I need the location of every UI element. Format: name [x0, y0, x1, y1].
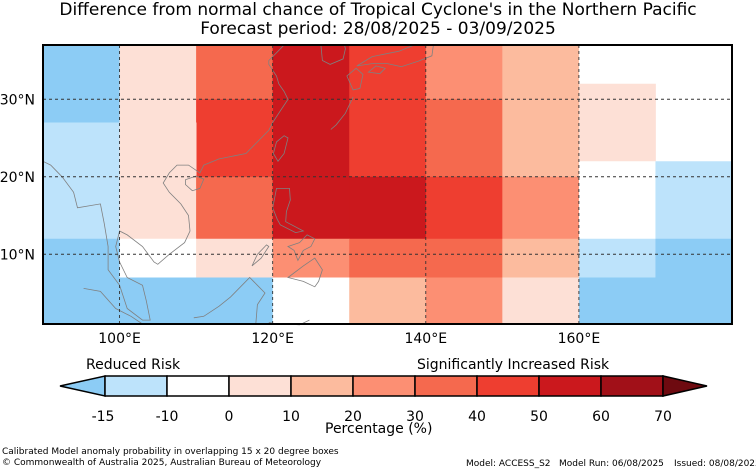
anomaly-cells: [43, 45, 733, 325]
anomaly-cell: [425, 176, 503, 240]
anomaly-cell: [119, 122, 197, 240]
footer-line-1: Calibrated Model anomaly probability in …: [2, 447, 339, 457]
coast-kyushu: [346, 67, 364, 91]
colorbar-axis-label: Percentage (%): [325, 421, 433, 437]
anomaly-cell: [655, 238, 733, 325]
colorbar-segment: [476, 375, 540, 397]
colorbar-tick-label: 20: [344, 409, 362, 425]
colorbar-tick-label: 60: [592, 409, 610, 425]
coast-mainland-asia: [42, 44, 289, 321]
anomaly-cell: [425, 45, 503, 100]
colorbar: -15 -10 0 10 20 30 40 50 60 70: [59, 375, 708, 425]
coast-shikoku: [367, 65, 386, 75]
colorbar-segment: [352, 375, 416, 397]
colorbar-over-arrow: [662, 375, 708, 397]
lon-tick-label: 140°E: [404, 331, 447, 347]
anomaly-cell: [578, 238, 656, 278]
coastline: [42, 44, 434, 326]
anomaly-cell: [349, 176, 427, 240]
colorbar-segment: [228, 375, 292, 397]
anomaly-cell: [578, 277, 656, 325]
coast-palawan: [251, 244, 270, 267]
colorbar-tick-label: 40: [468, 409, 486, 425]
colorbar-segment: [538, 375, 602, 397]
anomaly-cell: [349, 238, 427, 278]
anomaly-cell: [578, 83, 656, 162]
increased-risk-label: Significantly Increased Risk: [417, 357, 610, 373]
colorbar-tick-label: 0: [225, 409, 234, 425]
reduced-risk-label: Reduced Risk: [86, 357, 181, 373]
anomaly-cell: [119, 45, 197, 123]
lat-tick-label: 10°N: [0, 247, 35, 263]
anomaly-cell: [349, 277, 427, 325]
anomaly-cell: [578, 45, 733, 85]
anomaly-cell: [349, 99, 427, 178]
colorbar-tick-label: -10: [156, 409, 179, 425]
lat-tick-label: 30°N: [0, 92, 35, 108]
anomaly-cell: [43, 122, 120, 240]
anomaly-cell: [196, 99, 274, 178]
coast-hainan: [185, 175, 205, 192]
anomaly-cell: [502, 238, 580, 278]
anomaly-cell: [425, 99, 503, 178]
colorbar-segment: [166, 375, 230, 397]
longitude-labels: 100°E 120°E 140°E 160°E: [98, 331, 600, 347]
footer-model-run: Model Run: 06/08/2025: [559, 459, 664, 469]
title-line-2: Forecast period: 28/08/2025 - 03/09/2025: [200, 19, 556, 39]
anomaly-cell: [502, 45, 580, 100]
footer-model: Model: ACCESS_S2: [466, 459, 551, 469]
coast-honshu: [356, 44, 434, 68]
coast-taiwan: [272, 135, 289, 163]
anomaly-cell: [119, 238, 197, 278]
coast-korea: [320, 44, 346, 65]
latitude-labels: 10°N 20°N 30°N: [0, 92, 35, 263]
anomaly-cell: [43, 238, 120, 325]
anomaly-cell: [578, 161, 656, 240]
anomaly-cell: [196, 45, 274, 100]
anomaly-cell: [272, 45, 350, 178]
title-line-1: Difference from normal chance of Tropica…: [59, 0, 697, 20]
colorbar-under-arrow: [59, 375, 106, 397]
anomaly-cell: [425, 238, 503, 278]
colorbar-tick-label: 50: [530, 409, 548, 425]
lon-tick-label: 120°E: [251, 331, 294, 347]
anomaly-cell: [272, 238, 350, 278]
colorbar-tick-label: 10: [282, 409, 300, 425]
anomaly-cell: [272, 176, 350, 240]
colorbar-tick-label: 30: [406, 409, 424, 425]
map-frame: [42, 44, 733, 325]
coast-visayas: [287, 234, 316, 262]
footer-line-2: © Commonwealth of Australia 2025, Austra…: [2, 458, 322, 468]
anomaly-cell: [502, 277, 580, 325]
anomaly-cell: [196, 238, 274, 278]
anomaly-cell: [119, 277, 274, 325]
footer-issued: Issued: 08/08/2025: [674, 459, 756, 469]
anomaly-cell: [655, 161, 733, 240]
anomaly-cell: [196, 176, 274, 240]
colorbar-segment: [104, 375, 168, 397]
anomaly-cell: [43, 45, 120, 123]
coast-ryukyu: [330, 96, 354, 130]
anomaly-cell: [425, 277, 503, 325]
colorbar-tick-label: 70: [654, 409, 672, 425]
lon-tick-label: 160°E: [558, 331, 601, 347]
anomaly-cell: [502, 99, 580, 178]
anomaly-cell: [272, 277, 350, 325]
coast-borneo: [193, 276, 266, 325]
lat-tick-label: 20°N: [0, 170, 35, 186]
anomaly-cell: [349, 45, 427, 100]
colorbar-segment: [290, 375, 354, 397]
coast-luzon: [272, 188, 305, 234]
gridlines: [43, 45, 732, 324]
colorbar-tick-label: -15: [92, 409, 115, 425]
lon-tick-label: 100°E: [98, 331, 141, 347]
coast-sumatra: [83, 288, 143, 325]
coast-mindanao: [287, 257, 323, 288]
anomaly-cell: [502, 176, 580, 240]
colorbar-segment: [414, 375, 478, 397]
colorbar-segment: [600, 375, 664, 397]
